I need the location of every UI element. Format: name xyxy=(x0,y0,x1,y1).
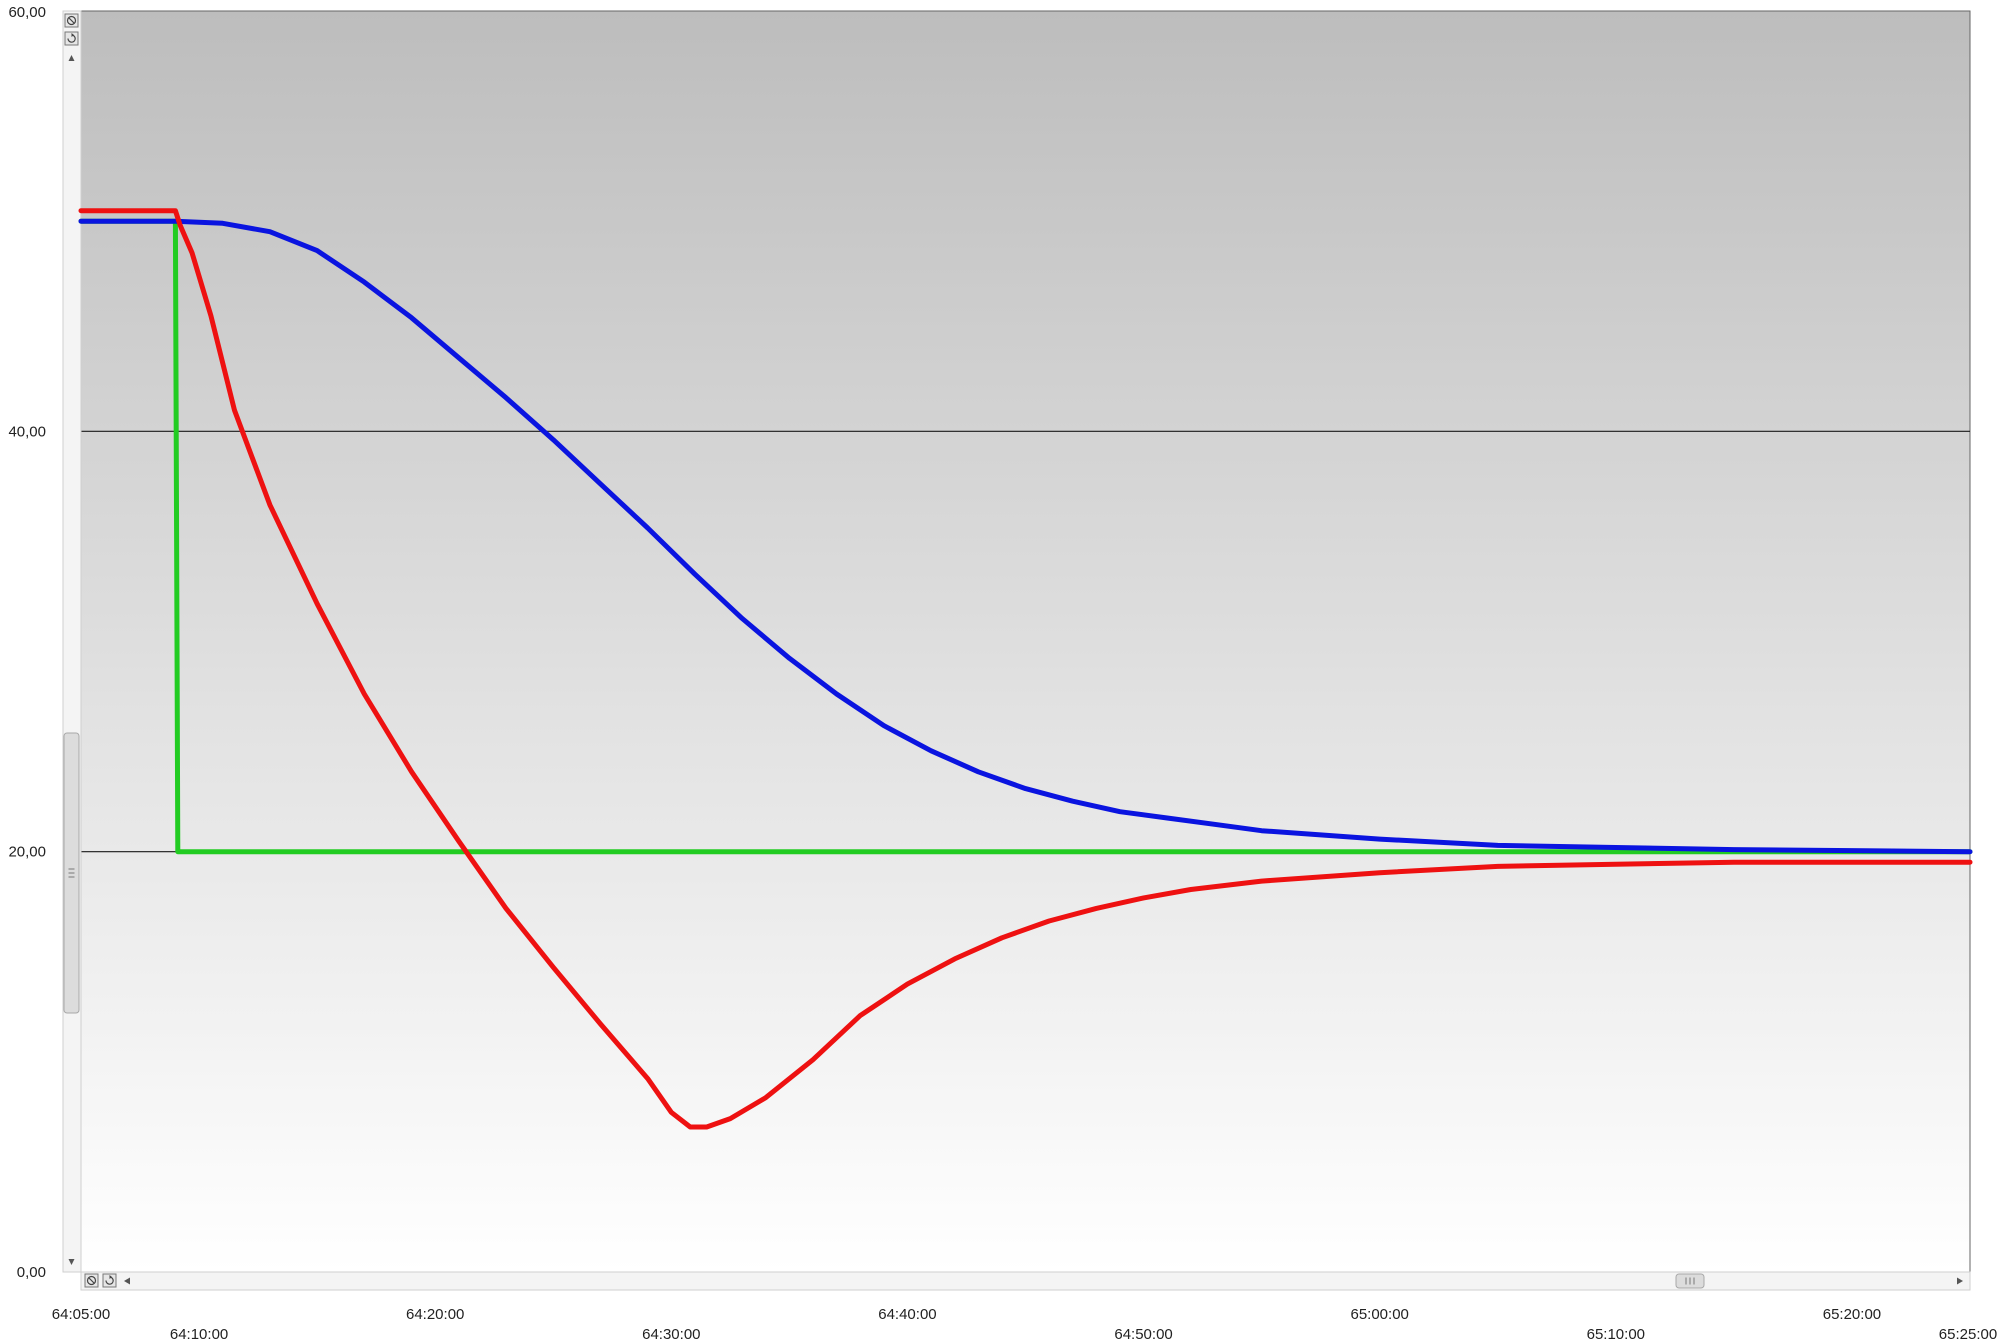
x-zoom-refresh-icon[interactable] xyxy=(102,1273,117,1288)
x-tick-label: 64:10:00 xyxy=(170,1326,228,1342)
x-tick-label: 64:30:00 xyxy=(642,1326,700,1342)
y-tick-label: 20,00 xyxy=(8,844,46,861)
plot-background xyxy=(80,10,1971,1273)
x-tick-label: 65:25:00 xyxy=(1939,1326,1997,1342)
y-scroll-strip[interactable] xyxy=(62,10,82,1273)
x-scroll-strip[interactable] xyxy=(80,1271,1971,1291)
y-tick-label: 0,00 xyxy=(17,1264,46,1281)
scroll-down-arrow-icon[interactable] xyxy=(68,1259,75,1265)
scroll-right-arrow-icon[interactable] xyxy=(1957,1277,1963,1285)
y-tick-label: 60,00 xyxy=(8,4,46,21)
x-tick-label: 64:50:00 xyxy=(1114,1326,1172,1342)
x-tick-label: 64:20:00 xyxy=(406,1306,464,1323)
x-scroll-thumb[interactable] xyxy=(1675,1273,1705,1289)
series-layer xyxy=(78,208,1973,1130)
process-value-series-line xyxy=(78,218,1973,855)
x-zoom-reset-icon[interactable] xyxy=(84,1273,99,1288)
x-axis-tick-labels: 64:05:00 64:10:00 64:20:00 64:30:00 64:40:00… xyxy=(52,1306,1997,1342)
scroll-up-arrow-icon[interactable] xyxy=(68,55,75,61)
y-tick-label: 40,00 xyxy=(8,423,46,440)
x-tick-label: 64:40:00 xyxy=(878,1306,936,1323)
y-scroll-thumb[interactable] xyxy=(63,732,80,1014)
scroll-left-arrow-icon[interactable] xyxy=(124,1277,130,1285)
y-zoom-refresh-icon[interactable] xyxy=(64,31,79,46)
y-zoom-reset-icon[interactable] xyxy=(64,13,79,28)
x-tick-label: 65:00:00 xyxy=(1350,1306,1408,1323)
x-tick-label: 65:20:00 xyxy=(1823,1306,1881,1323)
x-tick-label: 65:10:00 xyxy=(1587,1326,1645,1342)
x-tick-label: 64:05:00 xyxy=(52,1306,110,1323)
output-series-line xyxy=(78,208,1973,1130)
y-axis-tick-labels: 0,00 20,00 40,00 60,00 xyxy=(8,4,46,1281)
